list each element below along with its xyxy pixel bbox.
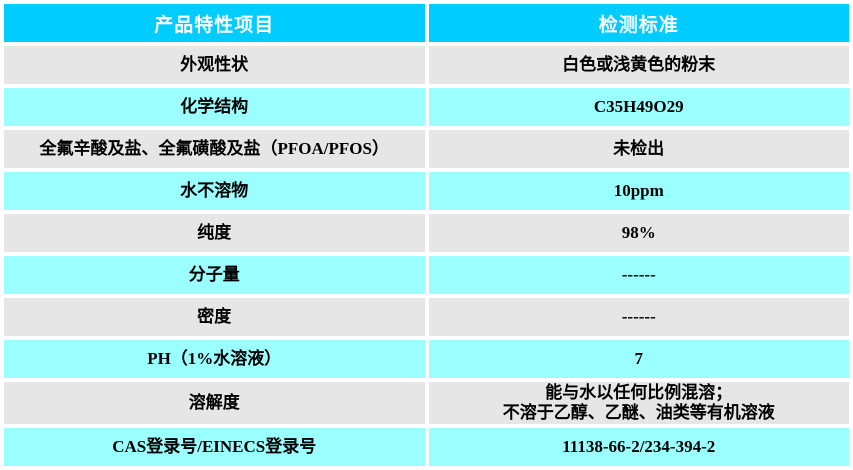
standard-cell: ------ xyxy=(428,298,849,336)
header-cell-property: 产品特性项目 xyxy=(4,4,425,42)
standard-cell: 11138-66-2/234-394-2 xyxy=(428,428,849,467)
table-row: 外观性状 白色或浅黄色的粉末 xyxy=(4,46,849,84)
table-row: 全氟辛酸及盐、全氟磺酸及盐（PFOA/PFOS） 未检出 xyxy=(4,130,849,168)
standard-cell: 98% xyxy=(428,214,849,252)
table-row: 溶解度 能与水以任何比例混溶； 不溶于乙醇、乙醚、油类等有机溶液 xyxy=(4,382,849,425)
standard-cell: 10ppm xyxy=(428,172,849,210)
property-cell: 分子量 xyxy=(4,256,425,294)
table-row: PH（1%水溶液） 7 xyxy=(4,340,849,378)
standard-cell: 7 xyxy=(428,340,849,378)
table-body: 外观性状 白色或浅黄色的粉末 化学结构 C35H49O29 全氟辛酸及盐、全氟磺酸及盐（… xyxy=(4,46,849,467)
table-row: CAS登录号/EINECS登录号 11138-66-2/234-394-2 xyxy=(4,428,849,467)
standard-cell: 白色或浅黄色的粉末 xyxy=(428,46,849,84)
property-cell: 外观性状 xyxy=(4,46,425,84)
table-row: 密度 ------ xyxy=(4,298,849,336)
table-row: 纯度 98% xyxy=(4,214,849,252)
property-cell: 溶解度 xyxy=(4,382,425,425)
property-cell: 纯度 xyxy=(4,214,425,252)
property-cell: 全氟辛酸及盐、全氟磺酸及盐（PFOA/PFOS） xyxy=(4,130,425,168)
table-row: 水不溶物 10ppm xyxy=(4,172,849,210)
property-cell: PH（1%水溶液） xyxy=(4,340,425,378)
standard-cell: 能与水以任何比例混溶； 不溶于乙醇、乙醚、油类等有机溶液 xyxy=(428,382,849,425)
header-row: 产品特性项目 检测标准 xyxy=(4,4,849,42)
property-cell: 密度 xyxy=(4,298,425,336)
standard-cell: ------ xyxy=(428,256,849,294)
property-cell: 化学结构 xyxy=(4,88,425,126)
property-cell: 水不溶物 xyxy=(4,172,425,210)
standard-cell: C35H49O29 xyxy=(428,88,849,126)
header-cell-standard: 检测标准 xyxy=(428,4,849,42)
property-cell: CAS登录号/EINECS登录号 xyxy=(4,428,425,467)
table-row: 分子量 ------ xyxy=(4,256,849,294)
standard-cell: 未检出 xyxy=(428,130,849,168)
table-row: 化学结构 C35H49O29 xyxy=(4,88,849,126)
